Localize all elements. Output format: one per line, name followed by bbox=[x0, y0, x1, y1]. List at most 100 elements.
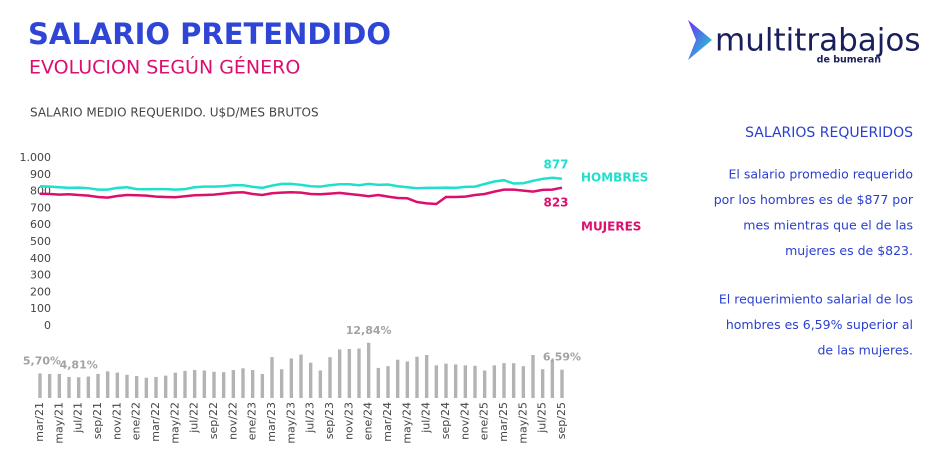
x-tick-label: jul/23 bbox=[304, 402, 317, 434]
gap-bar bbox=[434, 365, 439, 398]
gap-bar bbox=[76, 377, 81, 398]
gap-bar bbox=[47, 373, 52, 398]
gap-bar bbox=[308, 362, 313, 398]
y-tick-label: 400 bbox=[30, 252, 51, 265]
gap-bar bbox=[289, 358, 294, 398]
gap-bar bbox=[482, 370, 487, 398]
logo-icon bbox=[688, 20, 712, 60]
bar-value-label: 5,70% bbox=[23, 354, 61, 367]
x-tick-label: ene/25 bbox=[478, 402, 491, 440]
x-tick-label: jul/24 bbox=[420, 402, 433, 434]
gap-bar bbox=[192, 370, 197, 398]
gap-bar bbox=[492, 365, 497, 398]
x-tick-label: mar/21 bbox=[33, 402, 46, 442]
gap-bar bbox=[395, 359, 400, 398]
gap-bar bbox=[115, 372, 120, 398]
legend-label: HOMBRES bbox=[581, 171, 648, 185]
x-tick-label: jul/22 bbox=[188, 402, 201, 434]
gap-bar bbox=[415, 356, 419, 398]
x-tick-label: ene/22 bbox=[130, 402, 143, 440]
gap-bar bbox=[424, 355, 429, 398]
gap-bar bbox=[376, 367, 381, 398]
bar-value-label: 6,59% bbox=[543, 351, 581, 364]
x-tick-label: may/25 bbox=[516, 402, 529, 444]
x-tick-label: jul/21 bbox=[72, 402, 85, 434]
y-tick-label: 900 bbox=[30, 168, 51, 181]
y-tick-label: 100 bbox=[30, 302, 51, 315]
x-tick-label: sep/21 bbox=[91, 402, 104, 439]
logo-tagline: de bumeran bbox=[817, 55, 882, 66]
gap-bar bbox=[318, 370, 323, 398]
panel-heading: SALARIOS REQUERIDOS bbox=[745, 125, 913, 141]
gap-bar bbox=[38, 373, 42, 398]
gap-bar bbox=[183, 370, 187, 398]
gap-bar bbox=[241, 368, 245, 398]
legend-label: MUJERES bbox=[581, 220, 641, 234]
x-tick-label: sep/25 bbox=[555, 402, 568, 439]
gap-bar bbox=[134, 376, 139, 398]
x-tick-label: mar/24 bbox=[381, 402, 394, 442]
x-tick-label: nov/21 bbox=[110, 402, 123, 440]
gap-bar bbox=[540, 369, 545, 398]
gap-bar bbox=[250, 370, 255, 398]
gap-bar bbox=[502, 363, 506, 398]
title: SALARIO PRETENDIDO bbox=[28, 17, 391, 51]
gap-bar bbox=[96, 373, 100, 398]
gap-bar bbox=[366, 342, 371, 398]
gap-bar bbox=[57, 373, 62, 398]
y-tick-label: 200 bbox=[30, 285, 51, 298]
y-tick-label: 500 bbox=[30, 235, 51, 248]
gap-bar bbox=[357, 348, 361, 398]
gap-bar bbox=[463, 365, 468, 398]
gap-bar bbox=[386, 366, 390, 398]
x-tick-label: nov/23 bbox=[342, 402, 355, 440]
x-tick-label: sep/24 bbox=[439, 402, 452, 439]
x-tick-label: mar/23 bbox=[265, 402, 278, 442]
end-label: 877 bbox=[543, 158, 568, 172]
end-label: 823 bbox=[543, 196, 568, 210]
x-tick-label: mar/25 bbox=[497, 402, 510, 442]
gap-bar bbox=[328, 357, 332, 398]
gap-bar bbox=[231, 370, 236, 398]
y-tick-label: 300 bbox=[30, 269, 51, 282]
panel-line: de las mujeres. bbox=[817, 343, 913, 358]
gap-bar bbox=[550, 359, 555, 398]
logo: multitrabajos de bumeran bbox=[688, 20, 921, 66]
gap-bar bbox=[279, 369, 284, 398]
logo-name: multitrabajos bbox=[715, 23, 921, 59]
x-tick-label: nov/24 bbox=[458, 402, 471, 440]
series-line bbox=[39, 186, 563, 206]
subtitle: EVOLUCION SEGÚN GÉNERO bbox=[29, 55, 300, 79]
gap-bar bbox=[67, 376, 71, 398]
x-tick-label: jul/25 bbox=[536, 402, 549, 434]
panel-line: El salario promedio requerido bbox=[728, 167, 913, 182]
x-tick-label: mar/22 bbox=[149, 402, 162, 442]
gap-bar bbox=[531, 355, 535, 398]
gap-bar bbox=[260, 373, 265, 398]
x-tick-label: nov/22 bbox=[226, 402, 239, 440]
panel-line: por los hombres es de $877 por bbox=[714, 192, 914, 207]
gap-bar bbox=[173, 372, 178, 398]
x-tick-label: ene/23 bbox=[246, 402, 259, 440]
x-tick-label: may/22 bbox=[168, 402, 181, 444]
x-tick-label: may/21 bbox=[52, 402, 65, 444]
gap-bar bbox=[347, 348, 352, 398]
panel-line: hombres es 6,59% superior al bbox=[726, 317, 913, 332]
bar-value-label: 4,81% bbox=[60, 358, 98, 371]
x-tick-label: may/23 bbox=[284, 402, 297, 444]
gap-bar bbox=[473, 365, 477, 398]
gap-bar bbox=[105, 371, 110, 398]
series-line bbox=[39, 176, 563, 191]
panel-line: mujeres es de $823. bbox=[785, 243, 913, 258]
gap-bar bbox=[212, 371, 216, 398]
panel-line: El requerimiento salarial de los bbox=[719, 292, 913, 307]
x-tick-label: sep/23 bbox=[323, 402, 336, 439]
gap-bar bbox=[125, 374, 129, 398]
gap-bar bbox=[444, 363, 448, 398]
gap-bar bbox=[144, 377, 149, 398]
chart-label: SALARIO MEDIO REQUERIDO. U$D/MES BRUTOS bbox=[30, 106, 319, 120]
y-tick-label: 600 bbox=[30, 218, 51, 231]
